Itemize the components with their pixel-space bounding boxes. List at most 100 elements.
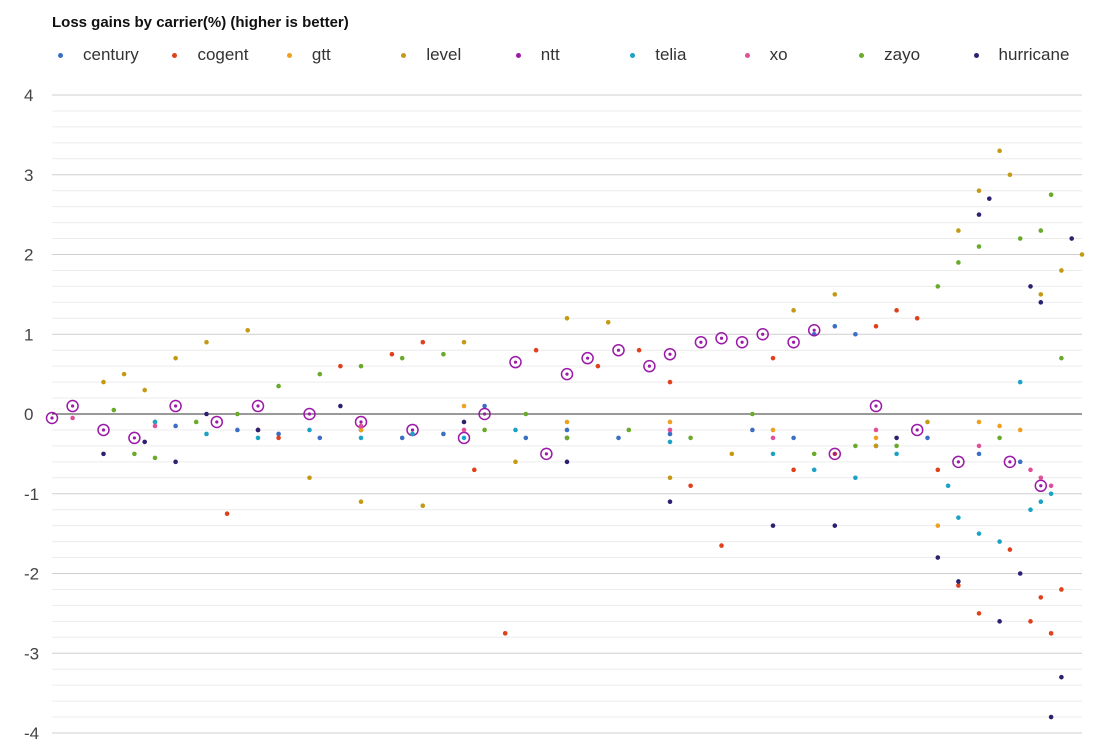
data-point-level [1059,268,1064,273]
data-point-zayo [1059,355,1064,361]
data-point-cogent [338,363,343,369]
data-point-zayo [956,260,961,265]
data-point-century [616,435,621,441]
data-point-century [750,427,755,433]
data-point-ntt [544,452,549,456]
data-point-zayo [997,435,1002,441]
data-point-ntt [874,404,878,408]
data-point-century [399,435,405,441]
legend-item-xo[interactable]: xo [744,44,788,66]
data-point-zayo [523,411,529,417]
data-point-hurricane [1059,674,1064,680]
data-point-cogent [770,355,776,361]
data-point-zayo [441,351,446,357]
data-point-ntt-ring [251,399,265,413]
data-point-level [461,339,467,345]
data-point-telia [1028,507,1033,512]
data-point-century [173,423,178,429]
data-point-ntt [174,404,178,408]
data-point-ntt [792,340,796,344]
data-point-zayo [152,455,158,461]
data-point-telia [770,451,776,457]
data-point-telia [513,427,518,433]
legend-item-zayo[interactable]: zayo [859,44,920,66]
data-point-century [853,331,858,337]
data-point-zayo [276,383,281,389]
legend-swatch-cogent [172,52,178,58]
data-point-zayo [564,435,570,441]
legend-item-level[interactable]: level [401,44,461,66]
data-point-hurricane [832,523,838,528]
legend-swatch-hurricane [973,52,979,58]
data-point-ntt [50,416,54,420]
data-point-hurricane [1028,284,1033,289]
data-point-zayo [193,419,199,425]
data-point-xo [873,427,879,433]
y-tick-label: -3 [24,644,39,663]
data-point-level [729,451,735,457]
data-point-telia [811,467,817,473]
data-point-level [925,419,930,425]
data-point-xo [1038,475,1044,481]
data-point-hurricane [987,196,992,201]
data-point-telia [358,435,364,441]
data-point-century [235,427,240,433]
data-point-cogent [1048,631,1054,636]
legend-label: level [426,45,462,64]
data-point-level [564,316,570,321]
data-point-century [317,435,323,441]
data-point-telia [956,515,961,520]
data-point-cogent [894,308,899,313]
data-point-ntt [410,428,415,432]
legend-label: cogent [197,45,249,64]
data-point-cogent [1059,587,1064,592]
legend-swatch-telia [630,52,636,58]
data-point-ntt [956,460,961,464]
data-point-ntt [740,340,744,344]
y-tick-label: -1 [24,485,39,504]
data-point-level [1007,172,1013,178]
legend-swatch-century [58,52,63,58]
legend-item-ntt[interactable]: ntt [515,44,560,66]
legend-item-telia[interactable]: telia [630,44,686,66]
data-point-hurricane [1038,300,1044,305]
data-point-ntt-ring [1034,479,1048,493]
data-point-xo [1048,483,1054,489]
data-point-cogent [1007,547,1013,552]
data-point-ntt [699,340,703,344]
data-point-telia [1048,491,1054,497]
data-point-ntt [307,412,312,416]
data-point-zayo [688,435,693,441]
data-point-gtt [935,523,941,528]
data-point-ntt-ring [869,399,883,413]
data-point-hurricane [564,459,570,465]
data-point-level [245,327,250,333]
data-point-ntt-ring [663,347,677,361]
legend-item-hurricane[interactable]: hurricane [973,44,1069,66]
data-point-level [358,499,364,505]
data-point-hurricane [770,523,776,528]
data-point-telia [894,451,899,457]
legend-label: ntt [540,45,560,64]
data-point-ntt-ring [581,351,594,365]
data-point-level [121,371,127,377]
data-point-ntt [812,328,816,332]
data-point-level [873,443,879,449]
data-point-gtt [873,435,879,441]
data-point-telia [667,439,673,445]
data-point-xo [667,427,673,433]
legend-item-century[interactable]: century [58,44,139,66]
data-point-ntt-ring [97,423,110,437]
series-telia [152,379,1054,544]
data-point-century [482,403,487,409]
data-point-cogent [276,435,281,441]
data-point-ntt-ring [910,423,924,437]
data-point-zayo [894,443,899,449]
data-point-level [420,503,426,509]
data-point-hurricane [1069,236,1074,241]
legend-item-gtt[interactable]: gtt [286,44,331,66]
legend-item-cogent[interactable]: cogent [172,44,248,66]
data-point-ntt-ring [694,335,708,349]
data-point-ntt-ring [66,399,79,413]
data-point-cogent [873,323,879,329]
